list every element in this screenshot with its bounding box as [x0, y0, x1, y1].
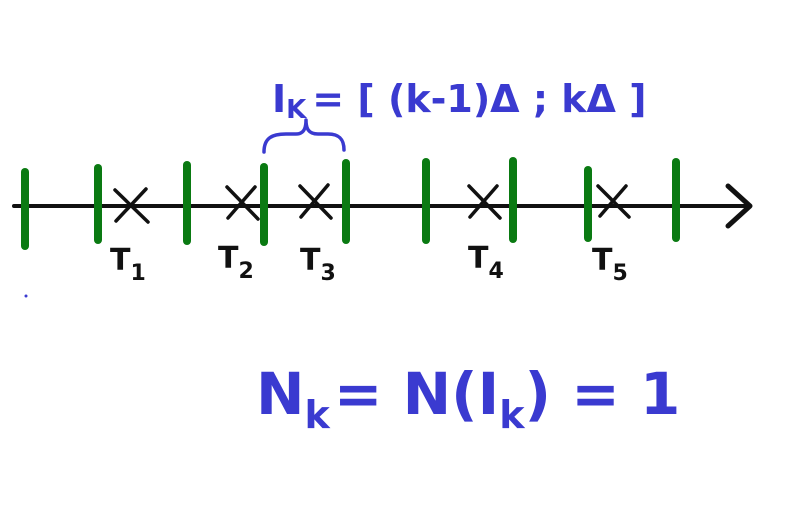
stray-dot: [24, 294, 28, 298]
event-labels: T1 T2 T3 T4 T5: [110, 241, 628, 286]
event-label: T5: [592, 243, 628, 286]
interval-formula: IK = [ (k-1)Δ ; kΔ ]: [272, 77, 647, 125]
event-marks: [113, 183, 631, 224]
event-cross: [225, 185, 260, 221]
count-formula: Nk= N(Ik) = 1: [256, 360, 680, 437]
axis-arrowhead: [725, 183, 753, 229]
event-label: T1: [110, 243, 146, 286]
time-axis: [12, 183, 753, 229]
event-label: T4: [468, 241, 504, 284]
interval-brace: [262, 118, 346, 154]
event-label: T3: [300, 243, 336, 286]
event-cross: [596, 184, 631, 219]
event-cross: [113, 187, 150, 224]
interval-marks: [21, 157, 680, 250]
event-label: T2: [218, 241, 254, 284]
event-cross: [298, 183, 333, 220]
event-cross: [467, 184, 502, 220]
